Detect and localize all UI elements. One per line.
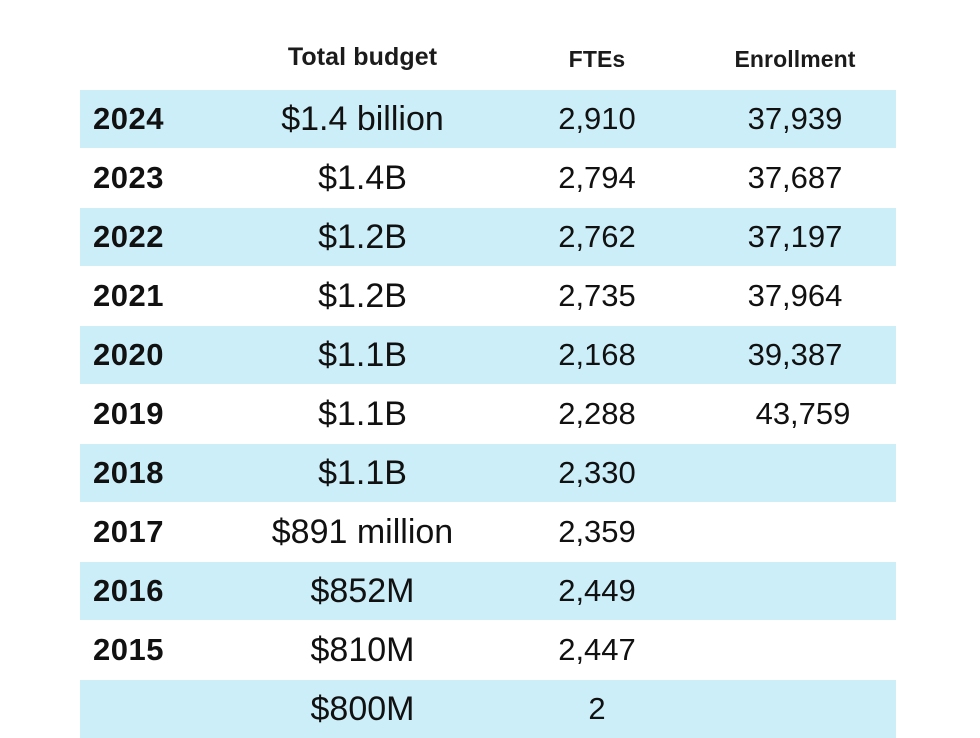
cell-year: 2015: [93, 632, 164, 667]
row-background: [80, 90, 896, 148]
cell-budget: $800M: [310, 690, 415, 728]
cell-enrollment: 43,759: [755, 396, 851, 431]
cell-budget: $810M: [310, 631, 415, 669]
cell-enrollment: 37,197: [747, 219, 843, 254]
cell-ftes: 2,168: [558, 337, 636, 372]
cell-year: 2022: [93, 219, 164, 254]
table-row: 2022 $1.2B 2,762 37,197: [0, 208, 980, 266]
cell-ftes: 2,447: [558, 632, 636, 667]
cell-enrollment: [695, 503, 895, 561]
table-row: 2021 $1.2B 2,735 37,964: [0, 267, 980, 325]
cell-enrollment: 37,687: [747, 160, 843, 195]
column-header-ftes: FTEs: [568, 46, 626, 72]
table-row: 2015 $810M 2,447: [0, 621, 980, 679]
cell-enrollment: 39,387: [747, 337, 843, 372]
cell-budget: $852M: [310, 572, 415, 610]
cell-budget: $1.1B: [318, 395, 407, 433]
cell-enrollment: [695, 680, 895, 738]
cell-budget: $891 million: [271, 513, 454, 551]
cell-enrollment: [695, 562, 895, 620]
cell-enrollment: [695, 444, 895, 502]
cell-ftes: 2,910: [558, 101, 636, 136]
cell-budget: $1.2B: [318, 218, 407, 256]
cell-ftes: 2,449: [558, 573, 636, 608]
cell-year: 2024: [93, 101, 164, 136]
cell-budget: $1.1B: [318, 336, 407, 374]
cell-ftes: 2,762: [558, 219, 636, 254]
column-header-enrollment: Enrollment: [734, 46, 856, 72]
cell-year: 2021: [93, 278, 164, 313]
table-row: 2023 $1.4B 2,794 37,687: [0, 149, 980, 207]
row-background: [80, 326, 896, 384]
cell-year: 2018: [93, 455, 164, 490]
cell-ftes: 2,330: [558, 455, 636, 490]
table-row: 2019 $1.1B 2,288 43,759: [0, 385, 980, 443]
cell-year: 2023: [93, 160, 164, 195]
cell-budget: $1.4 billion: [281, 100, 444, 138]
cell-ftes: 2,794: [558, 160, 636, 195]
cell-ftes: 2: [588, 691, 606, 726]
cell-ftes: 2,735: [558, 278, 636, 313]
table-row: 2017 $891 million 2,359: [0, 503, 980, 561]
row-background: [80, 562, 896, 620]
table-row: 2024 $1.4 billion 2,910 37,939: [0, 90, 980, 148]
cell-year: 2019: [93, 396, 164, 431]
cell-year: 2020: [93, 337, 164, 372]
table-row: 2018 $1.1B 2,330: [0, 444, 980, 502]
cell-ftes: 2,359: [558, 514, 636, 549]
table-row: 2020 $1.1B 2,168 39,387: [0, 326, 980, 384]
cell-year: 2016: [93, 573, 164, 608]
table-row: 2016 $852M 2,449: [0, 562, 980, 620]
cell-year: 2017: [93, 514, 164, 549]
cell-budget: $1.4B: [318, 159, 407, 197]
row-background: [80, 444, 896, 502]
cell-enrollment: 37,939: [747, 101, 843, 136]
row-background: [80, 208, 896, 266]
column-header-budget: Total budget: [287, 43, 438, 71]
table-header-row: Total budget FTEs Enrollment: [0, 0, 980, 90]
cell-budget: $1.2B: [318, 277, 407, 315]
cell-budget: $1.1B: [318, 454, 407, 492]
table-row: $800M 2: [0, 680, 980, 738]
cell-enrollment: 37,964: [747, 278, 843, 313]
cell-enrollment: [695, 621, 895, 679]
cell-ftes: 2,288: [558, 396, 636, 431]
